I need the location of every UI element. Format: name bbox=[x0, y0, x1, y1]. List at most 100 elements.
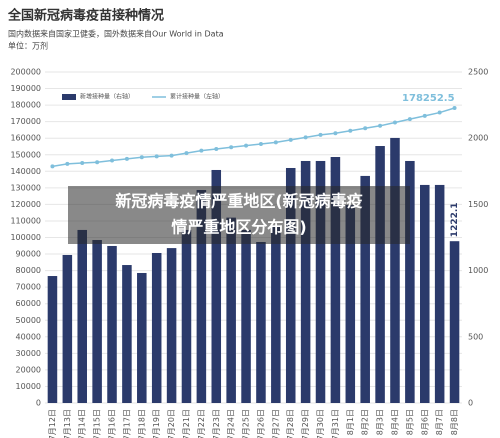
y-tick-label: 170000 bbox=[10, 117, 41, 126]
x-tick-label: 7月23日 bbox=[212, 409, 221, 438]
bar bbox=[241, 229, 251, 403]
x-tick-label: 7月26日 bbox=[256, 409, 265, 438]
y-tick-label: 80000 bbox=[16, 266, 41, 275]
line-point bbox=[407, 117, 412, 122]
y-tick-label: 100000 bbox=[10, 233, 41, 242]
bar bbox=[137, 272, 147, 403]
y-tick-label: 150000 bbox=[10, 150, 41, 159]
line-point bbox=[95, 160, 100, 165]
y-tick-label: 90000 bbox=[16, 250, 41, 259]
y-tick-label: 140000 bbox=[10, 167, 41, 176]
overlay-text: 情严重地区分布图) bbox=[171, 218, 306, 237]
y-tick-label: 10000 bbox=[16, 382, 41, 391]
x-tick-label: 8月8日 bbox=[450, 409, 459, 435]
x-tick-label: 7月20日 bbox=[167, 409, 176, 438]
bar bbox=[92, 240, 102, 403]
x-tick-label: 8月7日 bbox=[435, 409, 444, 435]
x-tick-label: 8月4日 bbox=[390, 409, 399, 435]
bar bbox=[360, 175, 370, 403]
x-tick-label: 7月18日 bbox=[137, 409, 146, 438]
subtitle: 国内数据来自国家卫健委，国外数据来自Our World in Data bbox=[8, 29, 224, 39]
line-point bbox=[154, 154, 159, 159]
line-point bbox=[229, 145, 234, 150]
bar bbox=[300, 160, 311, 403]
bar bbox=[62, 254, 73, 403]
bar bbox=[271, 225, 281, 403]
x-tick-label: 7月25日 bbox=[242, 409, 251, 438]
bar bbox=[285, 167, 296, 403]
x-tick-label: 8月5日 bbox=[405, 409, 414, 435]
y-tick-label: 110000 bbox=[10, 216, 41, 225]
legend-label: 累计接种量（左轴） bbox=[170, 93, 224, 101]
line bbox=[52, 107, 455, 168]
x-tick-label: 8月1日 bbox=[346, 409, 355, 435]
bar bbox=[345, 205, 356, 403]
line-point bbox=[452, 105, 457, 110]
y-tick-label: 120000 bbox=[10, 200, 41, 209]
x-tick-label: 7月28日 bbox=[286, 409, 295, 438]
chart-title: 全国新冠病毒疫苗接种情况 bbox=[7, 8, 164, 24]
bar bbox=[449, 241, 460, 403]
unit: 单位：万剂 bbox=[8, 41, 48, 51]
y-tick-label: 30000 bbox=[16, 349, 41, 358]
y-tick-label: 190000 bbox=[10, 84, 41, 93]
bar bbox=[434, 184, 445, 403]
x-tick-label: 7月17日 bbox=[122, 409, 131, 438]
line-point bbox=[392, 120, 397, 125]
y2-tick-label: 1500 bbox=[468, 200, 488, 209]
bar bbox=[375, 146, 385, 403]
y-tick-label: 180000 bbox=[10, 101, 41, 110]
line-point bbox=[50, 164, 55, 169]
line-point bbox=[318, 132, 323, 137]
line-point bbox=[199, 148, 204, 153]
x-tick-label: 7月14日 bbox=[78, 409, 87, 438]
x-tick-label: 7月27日 bbox=[271, 409, 280, 438]
bar bbox=[107, 245, 117, 403]
bar bbox=[151, 252, 162, 403]
line-point bbox=[184, 151, 189, 156]
x-tick-label: 7月21日 bbox=[182, 409, 191, 438]
y-tick-label: 50000 bbox=[16, 316, 41, 325]
x-tick-label: 7月31日 bbox=[331, 409, 340, 438]
y2-tick-label: 2500 bbox=[468, 68, 488, 77]
line-point bbox=[110, 158, 115, 163]
y-tick-label: 200000 bbox=[10, 68, 41, 77]
y2-tick-label: 2000 bbox=[468, 134, 488, 143]
value-label: 178252.5 bbox=[402, 93, 455, 104]
line-point bbox=[258, 141, 263, 146]
bar bbox=[166, 248, 177, 403]
line-point bbox=[80, 161, 85, 166]
x-tick-label: 7月19日 bbox=[152, 409, 161, 438]
line-point bbox=[363, 126, 368, 131]
line-point bbox=[214, 146, 219, 151]
bar bbox=[77, 229, 87, 403]
bar bbox=[211, 169, 222, 403]
x-tick-label: 7月13日 bbox=[63, 409, 72, 438]
legend-label: 新增接种量（右轴） bbox=[80, 93, 134, 101]
bar bbox=[226, 217, 236, 403]
bar bbox=[405, 160, 415, 403]
line-point bbox=[124, 156, 129, 161]
bar bbox=[47, 276, 58, 403]
y2-tick-label: 0 bbox=[468, 399, 473, 408]
line-point bbox=[422, 113, 427, 118]
line-point bbox=[303, 135, 308, 140]
x-tick-label: 7月29日 bbox=[301, 409, 310, 438]
y-tick-label: 60000 bbox=[16, 299, 41, 308]
bar bbox=[330, 157, 341, 403]
x-tick-label: 8月2日 bbox=[361, 409, 370, 435]
x-tick-label: 7月24日 bbox=[227, 409, 236, 438]
y-tick-label: 70000 bbox=[16, 283, 41, 292]
bar bbox=[256, 242, 266, 403]
x-tick-label: 7月12日 bbox=[48, 409, 57, 438]
y2-tick-label: 1000 bbox=[468, 266, 488, 275]
y2-tick-label: 500 bbox=[468, 332, 483, 341]
y-tick-label: 130000 bbox=[10, 183, 41, 192]
bar bbox=[122, 265, 132, 403]
value-label: 1222.1 bbox=[450, 202, 460, 237]
bar bbox=[196, 189, 207, 403]
x-tick-label: 8月3日 bbox=[376, 409, 385, 435]
line-point bbox=[437, 110, 442, 115]
y-tick-label: 0 bbox=[36, 399, 41, 408]
